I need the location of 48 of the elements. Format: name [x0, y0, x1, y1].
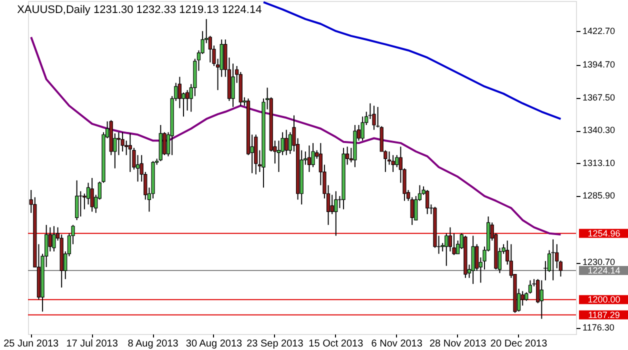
candlestick — [128, 132, 132, 172]
candlestick — [395, 154, 399, 168]
candlestick — [444, 232, 448, 266]
x-tick-label: 6 Nov 2013 — [371, 338, 423, 350]
y-tick-label: 1313.10 — [582, 158, 616, 168]
candlestick — [311, 142, 315, 168]
candlestick — [162, 132, 166, 156]
candlestick — [284, 129, 288, 156]
candlestick — [360, 116, 364, 142]
candlestick — [75, 180, 79, 221]
x-tick-label: 28 Nov 2013 — [429, 338, 487, 350]
y-tick-label: 1340.30 — [582, 125, 616, 136]
candlestick — [334, 190, 338, 236]
y-tick-label: 1285.90 — [582, 190, 616, 201]
line-series — [262, 1, 562, 120]
candlestick — [120, 132, 124, 152]
ref-line-label: 1187.29 — [588, 310, 620, 320]
candlestick — [90, 177, 94, 212]
x-tick-label: 25 Jun 2013 — [4, 338, 60, 350]
candlestick — [426, 190, 430, 215]
candlestick — [330, 194, 334, 215]
candlestick — [52, 226, 56, 252]
candlestick — [78, 190, 83, 217]
candlestick — [520, 290, 524, 306]
y-tick-label: 1176.30 — [582, 322, 614, 333]
x-tick-label: 20 Dec 2013 — [490, 338, 548, 350]
candlestick — [231, 63, 235, 108]
candlestick — [448, 226, 452, 252]
candlestick — [540, 280, 544, 320]
y-tick-label: 1394.70 — [582, 60, 616, 70]
x-tick-label: 30 Aug 2013 — [186, 338, 243, 350]
line-series — [30, 36, 562, 236]
ref-line-label: 1224.14 — [588, 266, 620, 276]
candlestick — [551, 238, 556, 281]
x-tick-label: 23 Sep 2013 — [246, 338, 304, 350]
chart-title: XAUUSD,Daily 1231.30 1232.33 1219.13 1224.14 — [17, 4, 262, 16]
candlestick — [391, 154, 395, 172]
candlestick — [116, 132, 121, 156]
candlestick — [307, 144, 312, 172]
candlestick — [372, 105, 376, 130]
x-tick-label: 15 Oct 2013 — [308, 338, 364, 350]
x-tick-label: 8 Aug 2013 — [128, 338, 179, 350]
y-tick-label: 1367.50 — [582, 92, 616, 102]
ref-line-label: 1200.00 — [588, 294, 620, 305]
x-tick-label: 17 Jul 2013 — [66, 338, 118, 350]
ref-line-label: 1254.96 — [588, 228, 620, 238]
y-tick-label: 1230.70 — [582, 257, 616, 268]
y-tick-label: 1422.70 — [582, 26, 616, 36]
